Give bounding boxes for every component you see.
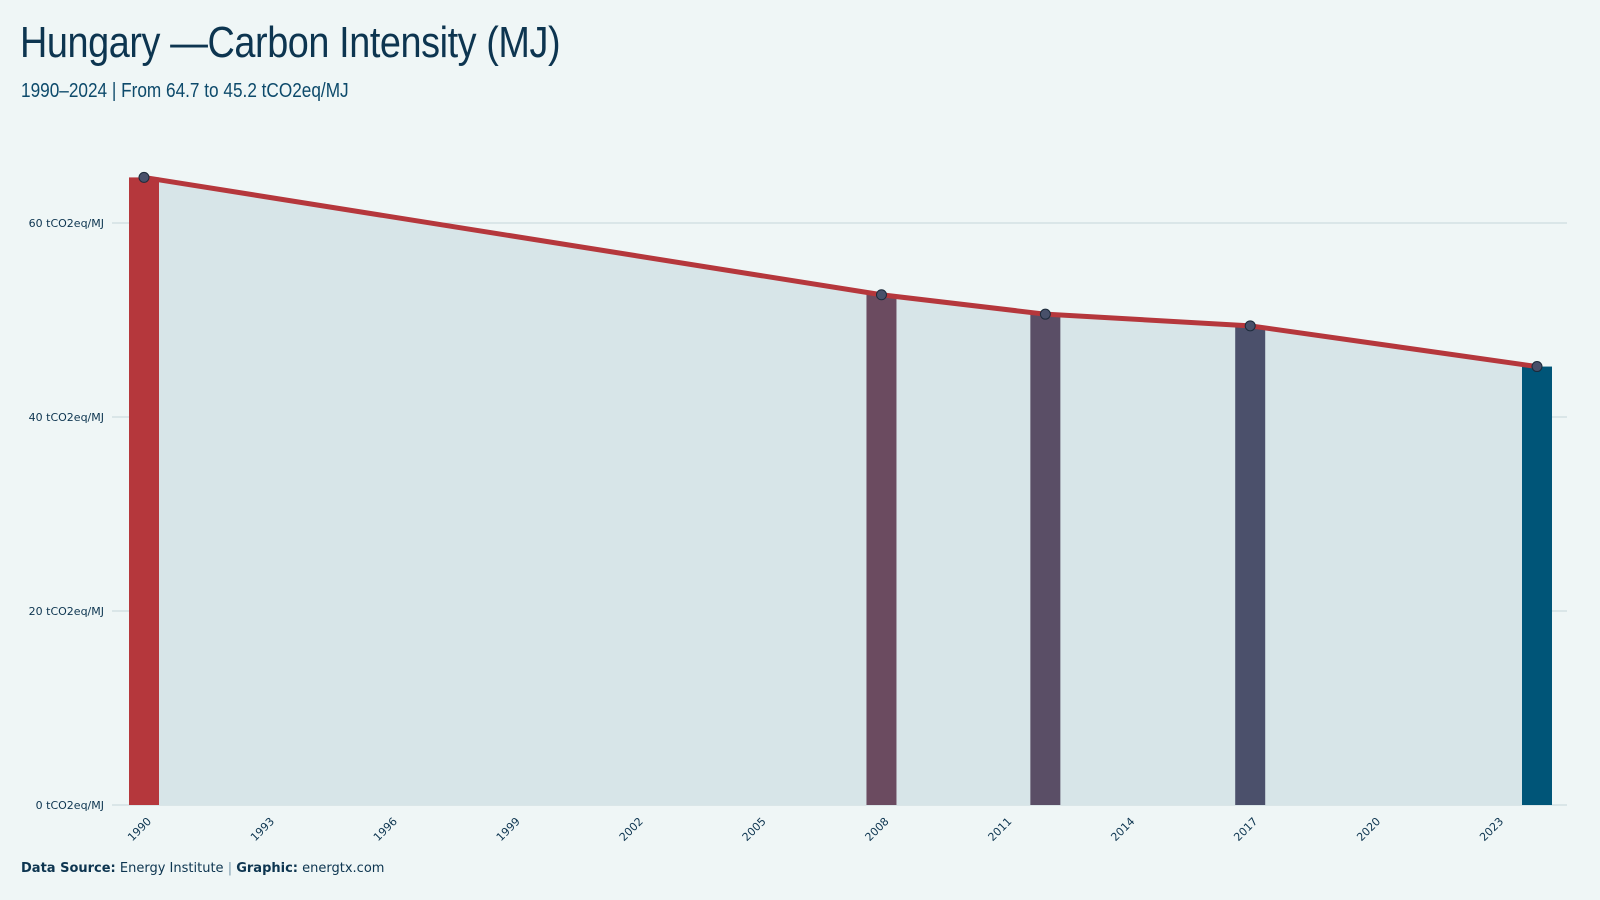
x-tick-label: 2023: [1477, 815, 1506, 844]
area-fill: [144, 177, 1537, 805]
data-point-1990: [138, 171, 150, 183]
bar-layer: [129, 177, 1552, 805]
x-tick-label: 2011: [986, 815, 1015, 844]
area-layer: [144, 177, 1537, 805]
x-tick-label: 1993: [248, 815, 277, 844]
bar-2017: [1235, 325, 1266, 805]
x-tick-label: 2002: [617, 815, 646, 844]
bar-2024: [1522, 366, 1552, 805]
data-point-2024: [1531, 361, 1543, 373]
chart-title: Hungary —Carbon Intensity (MJ): [20, 18, 561, 67]
y-tick-label: 60 tCO2eq/MJ: [29, 217, 104, 230]
x-tick-label: 2005: [740, 815, 769, 844]
x-axis: 1990 1993 1996 1999 2002 2005 2008 2011 2014 2017…: [125, 815, 1506, 844]
data-point-2012: [1039, 308, 1051, 320]
bar-1990: [129, 177, 159, 805]
footer: Data Source: Energy Institute | Graphic:…: [21, 861, 384, 876]
source-label: Data Source:: [21, 861, 116, 876]
x-tick-label: 2020: [1354, 815, 1383, 844]
x-tick-label: 1996: [371, 815, 400, 844]
x-tick-label: 2017: [1231, 815, 1260, 844]
y-tick-label: 20 tCO2eq/MJ: [29, 605, 104, 618]
data-point-2008: [875, 289, 887, 301]
chart-subtitle: 1990–2024 | From 64.7 to 45.2 tCO2eq/MJ: [21, 80, 349, 102]
point-layer: [138, 171, 1543, 373]
bar-2012: [1030, 314, 1061, 805]
source-value: Energy Institute: [119, 861, 224, 876]
x-tick-label: 1990: [125, 815, 154, 844]
x-tick-label: 2008: [863, 815, 892, 844]
x-tick-label: 1999: [494, 815, 523, 844]
x-tick-label: 2014: [1108, 815, 1137, 844]
y-tick-label: 0 tCO2eq/MJ: [36, 799, 104, 812]
y-axis: 0 tCO2eq/MJ 20 tCO2eq/MJ 40 tCO2eq/MJ 60 tC…: [29, 217, 104, 812]
graphic-label: Graphic:: [236, 861, 298, 876]
bar-2008: [866, 294, 897, 805]
graphic-value: energtx.com: [302, 861, 385, 876]
footer-separator: |: [227, 861, 233, 876]
data-point-2017: [1244, 320, 1256, 332]
y-tick-label: 40 tCO2eq/MJ: [29, 411, 104, 424]
